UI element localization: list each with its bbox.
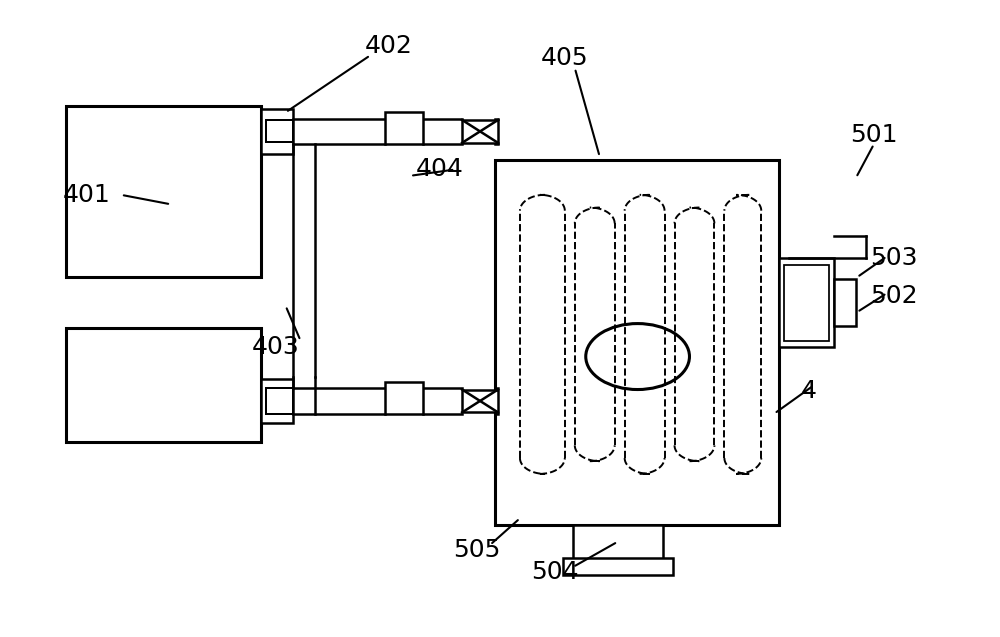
Bar — [266, 389, 293, 413]
Bar — [66, 328, 261, 442]
Bar — [385, 112, 423, 144]
Bar — [834, 279, 856, 326]
Bar — [495, 160, 779, 525]
Text: 404: 404 — [416, 157, 464, 182]
Bar — [784, 264, 829, 341]
Text: 503: 503 — [870, 247, 918, 270]
Text: 402: 402 — [364, 34, 412, 58]
Bar — [563, 557, 673, 575]
Bar — [779, 258, 834, 347]
Bar — [266, 120, 293, 142]
Text: 403: 403 — [252, 335, 300, 359]
Text: 401: 401 — [62, 183, 110, 207]
Text: 4: 4 — [801, 380, 817, 403]
Bar — [462, 390, 498, 412]
Bar — [573, 525, 663, 559]
Text: 405: 405 — [541, 47, 589, 71]
Text: 504: 504 — [531, 560, 579, 584]
Bar — [462, 120, 498, 143]
Text: 502: 502 — [870, 284, 918, 308]
Text: 505: 505 — [453, 538, 501, 562]
Bar — [261, 109, 293, 154]
Bar — [261, 379, 293, 423]
Text: 501: 501 — [850, 122, 898, 147]
Bar — [385, 382, 423, 413]
Bar — [66, 106, 261, 277]
